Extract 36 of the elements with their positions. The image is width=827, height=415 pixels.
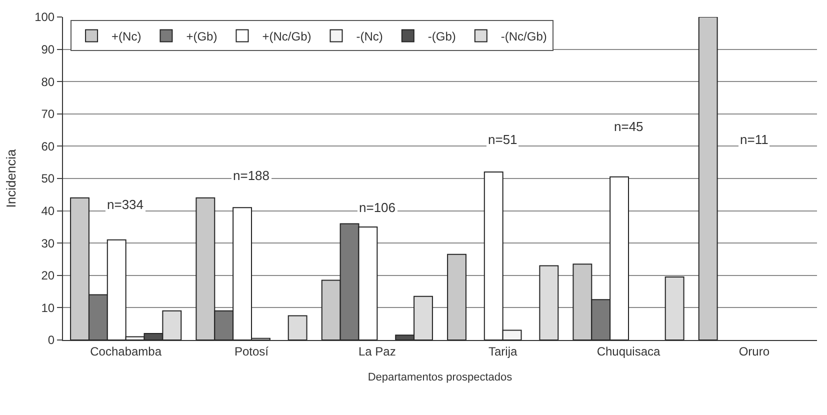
bar [664,276,684,340]
legend-label: -(Gb) [428,29,456,44]
x-tick-label: La Paz [358,344,396,358]
y-tick-label: 30 [41,236,55,250]
y-tick-label: 10 [41,300,55,315]
bar [447,254,466,340]
annotation: n=188 [233,168,270,183]
annotation: n=45 [614,119,644,134]
x-tick-label: Chuquisaca [596,344,661,358]
y-tick-label: 80 [41,74,55,89]
y-tick-label: 90 [41,42,55,56]
y-tick-label: 100 [34,10,55,24]
legend-label: -(Nc) [356,29,383,44]
annotation: n=51 [488,132,518,147]
x-tick-label: Potosí [234,344,270,358]
y-tick-label: 50 [41,172,55,186]
y-tick-label: 40 [41,204,55,218]
x-tick-label: Cochabamba [90,344,162,358]
annotation: n=11 [740,132,768,147]
legend-label: +(Nc/Gb) [262,29,312,44]
bar [288,315,308,340]
y-tick-label: 70 [41,107,55,122]
y-tick-label: 20 [41,268,55,283]
x-tick-label: Oruro [738,344,770,358]
y-tick-label: 60 [41,139,55,154]
legend-label: +(Nc) [112,29,142,44]
x-axis-title: Departamentos prospectados [368,372,513,384]
bar [539,265,559,340]
annotation: n=334 [107,197,144,212]
bar [698,17,718,340]
x-tick-label: Tarija [488,344,518,358]
y-tick-label: 0 [48,333,55,348]
y-axis-title: Incidencia [4,148,19,208]
annotation: n=106 [359,200,396,215]
legend-label: +(Gb) [186,29,218,44]
legend-label: -(Nc/Gb) [500,29,547,44]
